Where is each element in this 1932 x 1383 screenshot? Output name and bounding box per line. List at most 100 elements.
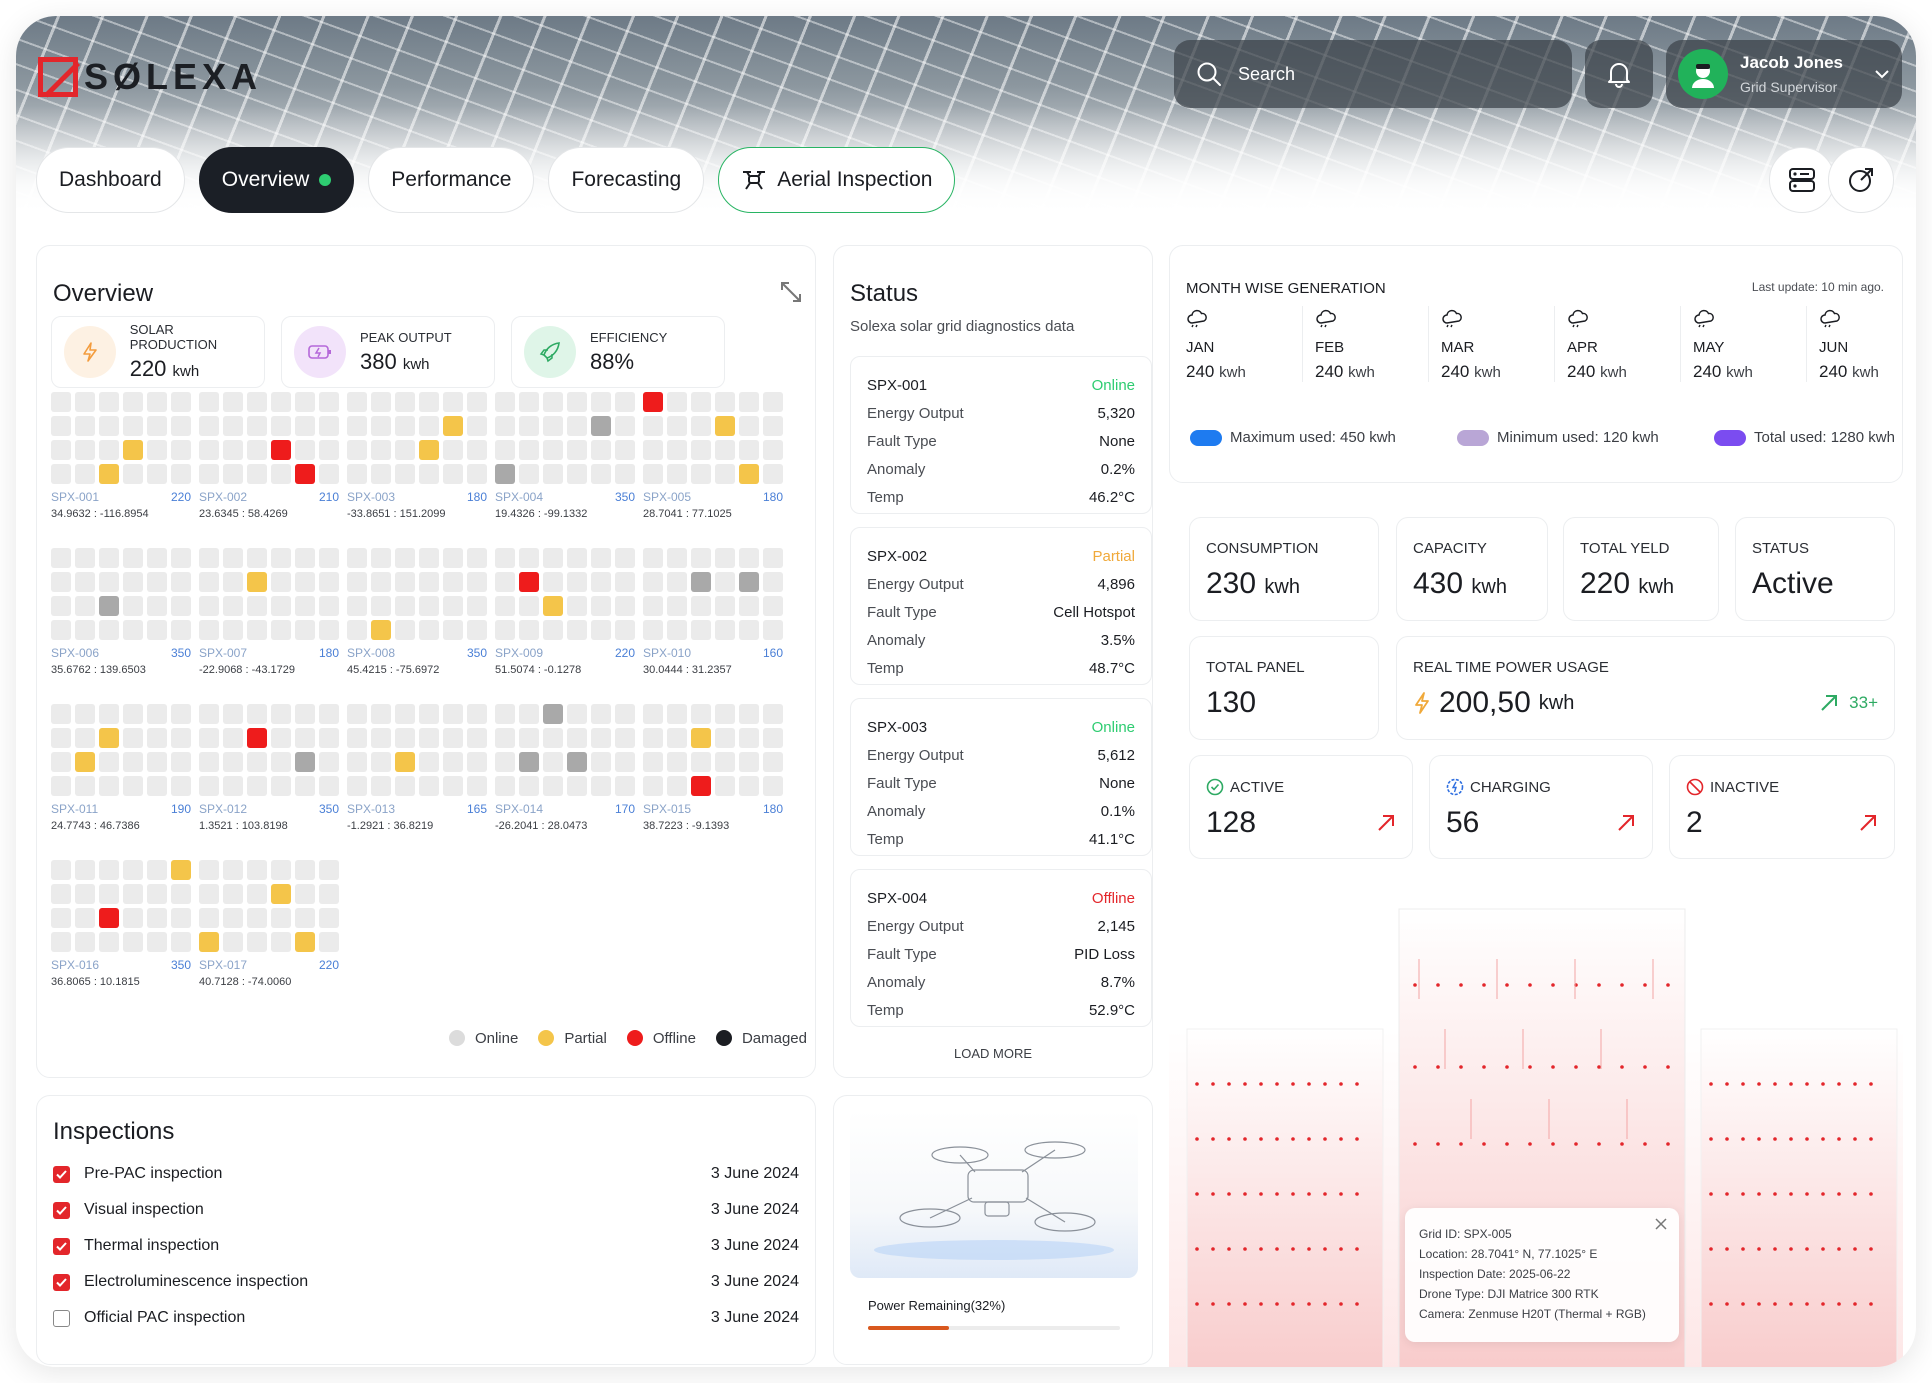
panel-cell[interactable] (763, 392, 783, 412)
panel-grid[interactable]: SPX-015 180 38.7223 : -9.1393 (643, 704, 783, 832)
panel-cell[interactable] (51, 932, 71, 952)
panel-cell[interactable] (371, 704, 391, 724)
panel-cell[interactable] (691, 752, 711, 772)
panel-cell[interactable] (75, 908, 95, 928)
panel-cell[interactable] (147, 908, 167, 928)
panel-cell[interactable] (75, 416, 95, 436)
panel-cell[interactable] (271, 776, 291, 796)
panel-cell[interactable] (347, 548, 367, 568)
panel-cell[interactable] (443, 464, 463, 484)
inspection-item[interactable]: Electroluminescence inspection 3 June 202… (53, 1267, 799, 1297)
panel-cell[interactable] (99, 464, 119, 484)
panel-cell[interactable] (739, 548, 759, 568)
panel-grid[interactable]: SPX-004 350 19.4326 : -99.1332 (495, 392, 635, 520)
panel-cell[interactable] (643, 776, 663, 796)
panel-cell[interactable] (567, 548, 587, 568)
panel-cell[interactable] (667, 416, 687, 436)
panel-cell[interactable] (319, 728, 339, 748)
panel-cell[interactable] (667, 548, 687, 568)
panel-cell[interactable] (519, 464, 539, 484)
panel-cell[interactable] (223, 416, 243, 436)
panel-cell[interactable] (419, 416, 439, 436)
panel-cell[interactable] (667, 464, 687, 484)
panel-cell[interactable] (467, 392, 487, 412)
panel-cell[interactable] (591, 416, 611, 436)
panel-cell[interactable] (715, 572, 735, 592)
panel-cell[interactable] (271, 572, 291, 592)
panel-cell[interactable] (543, 392, 563, 412)
panel-cell[interactable] (295, 704, 315, 724)
panel-cell[interactable] (739, 728, 759, 748)
panel-cell[interactable] (199, 596, 219, 616)
panel-grid[interactable]: SPX-002 210 23.6345 : 58.4269 (199, 392, 339, 520)
panel-cell[interactable] (395, 464, 415, 484)
panel-cell[interactable] (171, 884, 191, 904)
panel-cell[interactable] (75, 776, 95, 796)
panel-cell[interactable] (271, 620, 291, 640)
panel-cell[interactable] (99, 392, 119, 412)
panel-cell[interactable] (247, 572, 267, 592)
panel-cell[interactable] (419, 704, 439, 724)
panel-cell[interactable] (467, 548, 487, 568)
panel-cell[interactable] (123, 416, 143, 436)
panel-cell[interactable] (51, 596, 71, 616)
panel-cell[interactable] (51, 548, 71, 568)
panel-cell[interactable] (51, 728, 71, 748)
panel-cell[interactable] (171, 392, 191, 412)
panel-cell[interactable] (199, 776, 219, 796)
panel-cell[interactable] (223, 884, 243, 904)
panel-cell[interactable] (691, 728, 711, 748)
panel-cell[interactable] (51, 416, 71, 436)
panel-cell[interactable] (443, 416, 463, 436)
checkbox-icon[interactable] (53, 1309, 70, 1327)
panel-cell[interactable] (519, 392, 539, 412)
panel-cell[interactable] (691, 776, 711, 796)
panel-cell[interactable] (51, 620, 71, 640)
panel-cell[interactable] (51, 464, 71, 484)
panel-cell[interactable] (319, 464, 339, 484)
panel-cell[interactable] (171, 704, 191, 724)
panel-cell[interactable] (495, 440, 515, 460)
panel-cell[interactable] (147, 416, 167, 436)
panel-cell[interactable] (443, 752, 463, 772)
panel-cell[interactable] (199, 464, 219, 484)
panel-cell[interactable] (99, 548, 119, 568)
panel-grid[interactable]: SPX-003 180 -33.8651 : 151.2099 (347, 392, 487, 520)
panel-cell[interactable] (223, 776, 243, 796)
panel-cell[interactable] (395, 620, 415, 640)
panel-cell[interactable] (123, 392, 143, 412)
panel-cell[interactable] (347, 464, 367, 484)
panel-cell[interactable] (543, 776, 563, 796)
panel-grid[interactable]: SPX-008 350 45.4215 : -75.6972 (347, 548, 487, 676)
panel-cell[interactable] (123, 884, 143, 904)
panel-cell[interactable] (643, 620, 663, 640)
panel-cell[interactable] (171, 572, 191, 592)
panel-cell[interactable] (643, 596, 663, 616)
panel-cell[interactable] (319, 704, 339, 724)
panel-cell[interactable] (615, 704, 635, 724)
panel-cell[interactable] (395, 704, 415, 724)
panel-cell[interactable] (615, 440, 635, 460)
panel-cell[interactable] (715, 464, 735, 484)
panel-grid[interactable]: SPX-010 160 30.0444 : 31.2357 (643, 548, 783, 676)
panel-cell[interactable] (319, 392, 339, 412)
panel-cell[interactable] (715, 704, 735, 724)
panel-cell[interactable] (567, 440, 587, 460)
panel-cell[interactable] (371, 728, 391, 748)
panel-cell[interactable] (715, 776, 735, 796)
panel-cell[interactable] (75, 440, 95, 460)
panel-cell[interactable] (99, 932, 119, 952)
panel-cell[interactable] (395, 392, 415, 412)
panel-cell[interactable] (319, 752, 339, 772)
panel-grid[interactable]: SPX-007 180 -22.9068 : -43.1729 (199, 548, 339, 676)
panel-cell[interactable] (247, 440, 267, 460)
panel-cell[interactable] (443, 572, 463, 592)
panel-cell[interactable] (123, 596, 143, 616)
expand-icon[interactable] (779, 280, 803, 304)
panel-cell[interactable] (247, 464, 267, 484)
panel-cell[interactable] (199, 620, 219, 640)
panel-cell[interactable] (171, 548, 191, 568)
panel-cell[interactable] (691, 440, 711, 460)
tab-dashboard[interactable]: Dashboard (36, 147, 185, 213)
notifications-button[interactable] (1585, 40, 1653, 108)
